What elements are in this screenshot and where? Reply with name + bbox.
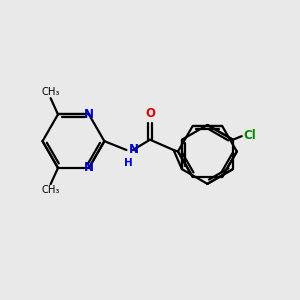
Text: N: N [84,161,94,174]
Text: CH₃: CH₃ [41,185,60,195]
Text: N: N [128,143,139,157]
Text: CH₃: CH₃ [41,87,60,97]
Text: N: N [84,108,94,121]
Text: O: O [145,107,155,120]
Text: H: H [124,158,133,168]
Text: Cl: Cl [243,129,256,142]
